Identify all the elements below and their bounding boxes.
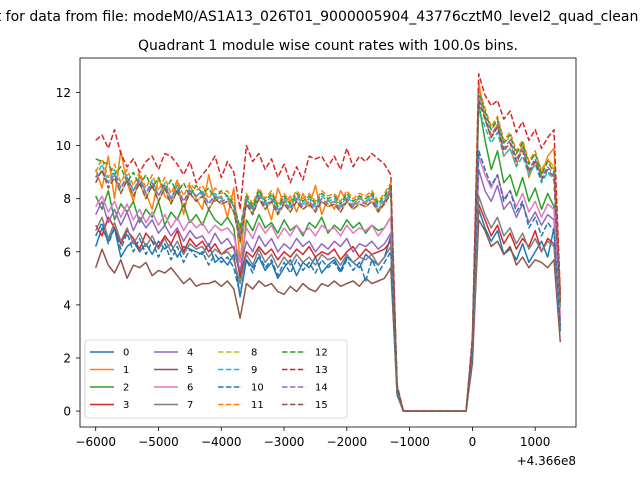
y-tick-label: 12 [56,86,71,100]
y-tick-label: 10 [56,139,71,153]
y-tick-label: 6 [63,245,71,259]
x-tick-label: −4000 [201,435,242,449]
series-line-2 [95,102,562,412]
y-tick-label: 8 [63,192,71,206]
legend-label-5: 5 [187,365,193,376]
x-tick-label: 0 [469,435,477,449]
x-tick-label: −6000 [75,435,116,449]
x-tick-label: 1000 [520,435,551,449]
x-offset-label: +4.366e8 [517,454,576,468]
series-line-4 [95,168,562,412]
series-line-14 [95,97,562,412]
y-tick-label: 0 [63,405,71,419]
plot-lines [94,73,562,412]
legend-label-14: 14 [315,383,328,394]
series-line-3 [95,203,562,412]
series-line-7 [95,195,562,412]
series-line-5 [94,219,562,412]
x-tick-label: −1000 [389,435,430,449]
series-line-13 [95,73,562,412]
legend-label-0: 0 [123,348,129,359]
x-tick-label: −2000 [327,435,368,449]
series-line-11 [95,86,562,412]
legend-label-4: 4 [187,348,193,359]
legend-label-7: 7 [187,400,193,411]
y-tick-label: 2 [63,351,71,365]
legend-label-1: 1 [123,365,129,376]
series-line-12 [95,91,562,412]
legend-label-11: 11 [251,400,264,411]
plot-area-frame [79,57,577,428]
legend-label-9: 9 [251,365,257,376]
chart-title: Quadrant 1 module wise count rates with … [138,38,518,54]
series-line-6 [95,155,562,412]
x-tick-label: −5000 [138,435,179,449]
x-tick-label: −3000 [264,435,305,449]
legend-frame [84,339,348,419]
legend-label-12: 12 [315,348,328,359]
x-axis: −6000 −5000 −4000 −3000 −2000 −1000 0 1000 [75,427,550,449]
legend-label-13: 13 [315,365,328,376]
legend-label-8: 8 [251,348,257,359]
legend-label-3: 3 [123,400,129,411]
series-line-8 [95,94,562,412]
chart-suptitle: Plot for data from file: modeM0/AS1A13_0… [0,9,640,25]
legend-label-15: 15 [315,400,328,411]
y-tick-label: 4 [63,298,71,312]
legend-label-10: 10 [251,383,264,394]
series-line-10 [95,150,562,412]
legend-label-6: 6 [187,383,193,394]
y-axis: 0 2 4 6 8 10 12 [56,86,80,419]
legend-label-2: 2 [123,383,129,394]
